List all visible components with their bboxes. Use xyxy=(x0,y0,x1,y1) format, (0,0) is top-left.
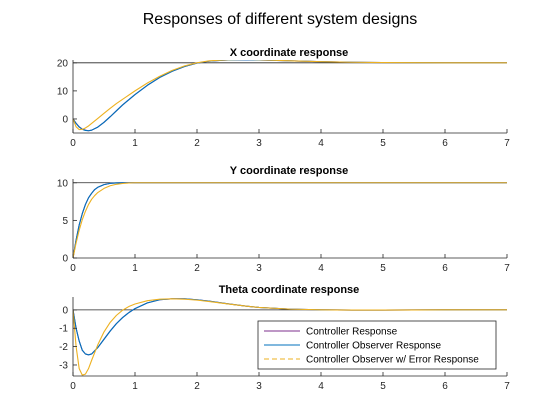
legend-entry-1: Controller Response xyxy=(306,327,398,338)
theta-x-tick-label: 3 xyxy=(256,381,262,392)
theta-x-tick-label: 7 xyxy=(504,381,510,392)
y-x-tick-label: 1 xyxy=(132,263,138,274)
x-series-line-3 xyxy=(73,60,507,131)
x-x-tick-label: 1 xyxy=(132,138,138,149)
x-y-tick-label: 0 xyxy=(62,114,68,125)
x-x-tick-label: 0 xyxy=(70,138,76,149)
theta-y-tick-label: -3 xyxy=(59,360,68,371)
y-plot-area xyxy=(73,179,507,258)
y-y-tick-label: 10 xyxy=(57,178,69,189)
theta-x-tick-label: 6 xyxy=(442,381,448,392)
y-coordinate-axes: Y coordinate response 0 1 2 3 4 5 6 7 0 5 10 xyxy=(57,165,510,274)
theta-x-tick-label: 1 xyxy=(132,381,138,392)
x-plot-area xyxy=(73,60,507,133)
legend: Controller Response Controller Observer R… xyxy=(257,320,497,370)
theta-x-tick-label: 2 xyxy=(194,381,200,392)
x-x-tick-label: 5 xyxy=(380,138,386,149)
theta-x-tick-label: 4 xyxy=(318,381,324,392)
y-x-tick-label: 4 xyxy=(318,263,324,274)
theta-x-tick-label: 5 xyxy=(380,381,386,392)
y-axes-title: Y coordinate response xyxy=(230,165,348,177)
x-x-tick-label: 3 xyxy=(256,138,262,149)
y-x-tick-label: 2 xyxy=(194,263,200,274)
theta-coordinate-axes: Theta coordinate response 0 1 2 3 4 5 6 7 -3 -2 -1… xyxy=(59,284,510,392)
theta-series-line-3 xyxy=(73,298,507,376)
theta-y-tick-label: 0 xyxy=(62,305,68,316)
y-x-tick-label: 5 xyxy=(380,263,386,274)
y-x-tick-label: 0 xyxy=(70,263,76,274)
x-x-tick-label: 6 xyxy=(442,138,448,149)
y-y-tick-label: 5 xyxy=(62,216,68,227)
theta-y-tick-label: -2 xyxy=(59,342,68,353)
x-x-tick-label: 2 xyxy=(194,138,200,149)
x-y-tick-label: 10 xyxy=(57,86,69,97)
x-y-tick-label: 20 xyxy=(57,58,69,69)
y-x-tick-label: 7 xyxy=(504,263,510,274)
theta-y-tick-label: -1 xyxy=(59,324,68,335)
y-x-tick-label: 3 xyxy=(256,263,262,274)
legend-entry-3: Controller Observer w/ Error Response xyxy=(306,355,479,366)
theta-x-tick-label: 0 xyxy=(70,381,76,392)
legend-entry-2: Controller Observer Response xyxy=(306,341,441,352)
theta-axes-title: Theta coordinate response xyxy=(219,284,360,296)
x-axes-title: X coordinate response xyxy=(230,47,349,59)
x-coordinate-axes: X coordinate response 0 1 2 3 4 5 6 7 0 10 20 xyxy=(57,47,510,149)
y-x-tick-label: 6 xyxy=(442,263,448,274)
x-x-tick-label: 7 xyxy=(504,138,510,149)
y-y-tick-label: 0 xyxy=(62,254,68,265)
figure-title: Responses of different system designs xyxy=(143,11,418,28)
y-series-line-3 xyxy=(73,182,507,258)
x-x-tick-label: 4 xyxy=(318,138,324,149)
